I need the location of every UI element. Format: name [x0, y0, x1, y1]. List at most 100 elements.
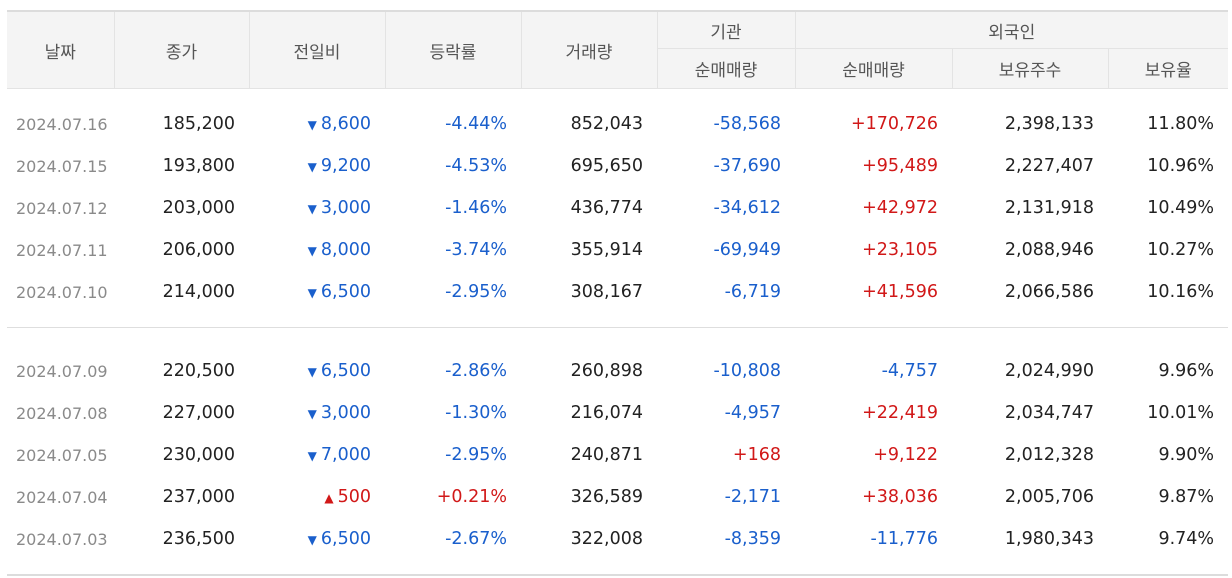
bottom-spacer: [7, 560, 1228, 574]
close-cell: 214,000: [162, 282, 235, 302]
change-value: 3,000: [320, 403, 371, 423]
table-row: 2024.07.03 236,500 ▼ 6,500 -2.67% 322,008 -8,3…: [7, 518, 1228, 560]
rate-cell: -2.67%: [445, 529, 507, 549]
down-arrow-icon: ▼: [307, 407, 317, 421]
header-institution: 기관: [656, 10, 795, 50]
table-header: 날짜 종가 전일비 등락률 거래량 기관 외국인 순매매량 순매매량 보유주수 …: [7, 10, 1229, 89]
change-value: 500: [337, 487, 371, 507]
change-cell: ▼ 7,000: [249, 434, 385, 476]
change-cell: ▼ 6,500: [249, 271, 385, 313]
date-cell: 2024.07.05: [16, 445, 108, 465]
change-value: 6,500: [320, 282, 371, 302]
change-value: 8,000: [320, 240, 371, 260]
table-row: 2024.07.05 230,000 ▼ 7,000 -2.95% 240,871 +168…: [7, 434, 1228, 476]
date-cell: 2024.07.04: [16, 487, 108, 507]
rate-cell: -4.44%: [445, 114, 507, 134]
change-value: 3,000: [320, 198, 371, 218]
rate-cell: -4.53%: [445, 156, 507, 176]
header-frgn-ratio: 보유율: [1107, 48, 1229, 89]
volume-cell: 326,589: [570, 487, 643, 507]
frgn-shares-cell: 2,131,918: [1004, 198, 1094, 218]
date-cell: 2024.07.10: [16, 282, 108, 302]
header-volume: 거래량: [520, 10, 657, 89]
date-cell: 2024.07.16: [16, 114, 108, 134]
frgn-shares-cell: 2,024,990: [1004, 361, 1094, 381]
frgn-ratio-cell: 9.90%: [1158, 445, 1215, 465]
change-cell: ▼ 9,200: [249, 145, 385, 187]
rate-cell: -1.30%: [445, 403, 507, 423]
inst-net-cell: -6,719: [724, 282, 781, 302]
change-cell: ▲ 500: [249, 476, 385, 518]
header-foreign: 외국인: [794, 10, 1229, 50]
frgn-ratio-cell: 11.80%: [1147, 114, 1215, 134]
frgn-ratio-cell: 10.01%: [1147, 403, 1215, 423]
close-cell: 220,500: [162, 361, 235, 381]
close-cell: 227,000: [162, 403, 235, 423]
down-arrow-icon: ▼: [307, 118, 317, 132]
down-arrow-icon: ▼: [307, 202, 317, 216]
frgn-net-cell: +9,122: [873, 445, 938, 465]
change-cell: ▼ 3,000: [249, 392, 385, 434]
change-value: 6,500: [320, 361, 371, 381]
frgn-shares-cell: 2,398,133: [1004, 114, 1094, 134]
date-cell: 2024.07.03: [16, 529, 108, 549]
date-cell: 2024.07.12: [16, 198, 108, 218]
date-cell: 2024.07.09: [16, 361, 108, 381]
change-cell: ▼ 8,000: [249, 229, 385, 271]
volume-cell: 260,898: [570, 361, 643, 381]
group-spacer: [7, 328, 1228, 350]
frgn-ratio-cell: 10.27%: [1147, 240, 1215, 260]
down-arrow-icon: ▼: [307, 160, 317, 174]
frgn-shares-cell: 2,088,946: [1004, 240, 1094, 260]
volume-cell: 308,167: [570, 282, 643, 302]
close-cell: 203,000: [162, 198, 235, 218]
frgn-net-cell: +42,972: [862, 198, 938, 218]
frgn-net-cell: +22,419: [862, 403, 938, 423]
change-cell: ▼ 6,500: [249, 518, 385, 560]
change-value: 7,000: [320, 445, 371, 465]
frgn-ratio-cell: 10.96%: [1147, 156, 1215, 176]
frgn-ratio-cell: 10.49%: [1147, 198, 1215, 218]
inst-net-cell: -58,568: [713, 114, 781, 134]
down-arrow-icon: ▼: [307, 365, 317, 379]
header-inst-net: 순매매량: [656, 48, 795, 89]
inst-net-cell: -34,612: [713, 198, 781, 218]
table-row: 2024.07.15 193,800 ▼ 9,200 -4.53% 695,650 -37,…: [7, 145, 1228, 187]
change-value: 8,600: [320, 114, 371, 134]
close-cell: 237,000: [162, 487, 235, 507]
close-cell: 236,500: [162, 529, 235, 549]
down-arrow-icon: ▼: [307, 244, 317, 258]
volume-cell: 355,914: [570, 240, 643, 260]
date-cell: 2024.07.15: [16, 156, 108, 176]
rate-cell: -3.74%: [445, 240, 507, 260]
down-arrow-icon: ▼: [307, 286, 317, 300]
table-row: 2024.07.12 203,000 ▼ 3,000 -1.46% 436,774 -34,…: [7, 187, 1228, 229]
down-arrow-icon: ▼: [307, 533, 317, 547]
frgn-ratio-cell: 9.87%: [1158, 487, 1215, 507]
volume-cell: 240,871: [570, 445, 643, 465]
rate-cell: -2.95%: [445, 445, 507, 465]
frgn-net-cell: +41,596: [862, 282, 938, 302]
header-date: 날짜: [7, 10, 114, 89]
frgn-net-cell: +95,489: [862, 156, 938, 176]
change-cell: ▼ 6,500: [249, 350, 385, 392]
frgn-shares-cell: 2,227,407: [1004, 156, 1094, 176]
frgn-shares-cell: 1,980,343: [1004, 529, 1094, 549]
table-row: 2024.07.09 220,500 ▼ 6,500 -2.86% 260,898 -10,…: [7, 350, 1228, 392]
volume-cell: 695,650: [570, 156, 643, 176]
inst-net-cell: -10,808: [713, 361, 781, 381]
table-row: 2024.07.08 227,000 ▼ 3,000 -1.30% 216,074 -4,9…: [7, 392, 1228, 434]
inst-net-cell: -4,957: [724, 403, 781, 423]
rate-cell: -2.95%: [445, 282, 507, 302]
change-value: 9,200: [320, 156, 371, 176]
frgn-net-cell: +23,105: [862, 240, 938, 260]
inst-net-cell: -37,690: [713, 156, 781, 176]
change-cell: ▼ 3,000: [249, 187, 385, 229]
close-cell: 193,800: [162, 156, 235, 176]
close-cell: 206,000: [162, 240, 235, 260]
change-value: 6,500: [320, 529, 371, 549]
rate-cell: +0.21%: [436, 487, 507, 507]
date-cell: 2024.07.08: [16, 403, 108, 423]
inst-net-cell: -2,171: [724, 487, 781, 507]
change-cell: ▼ 8,600: [249, 103, 385, 145]
